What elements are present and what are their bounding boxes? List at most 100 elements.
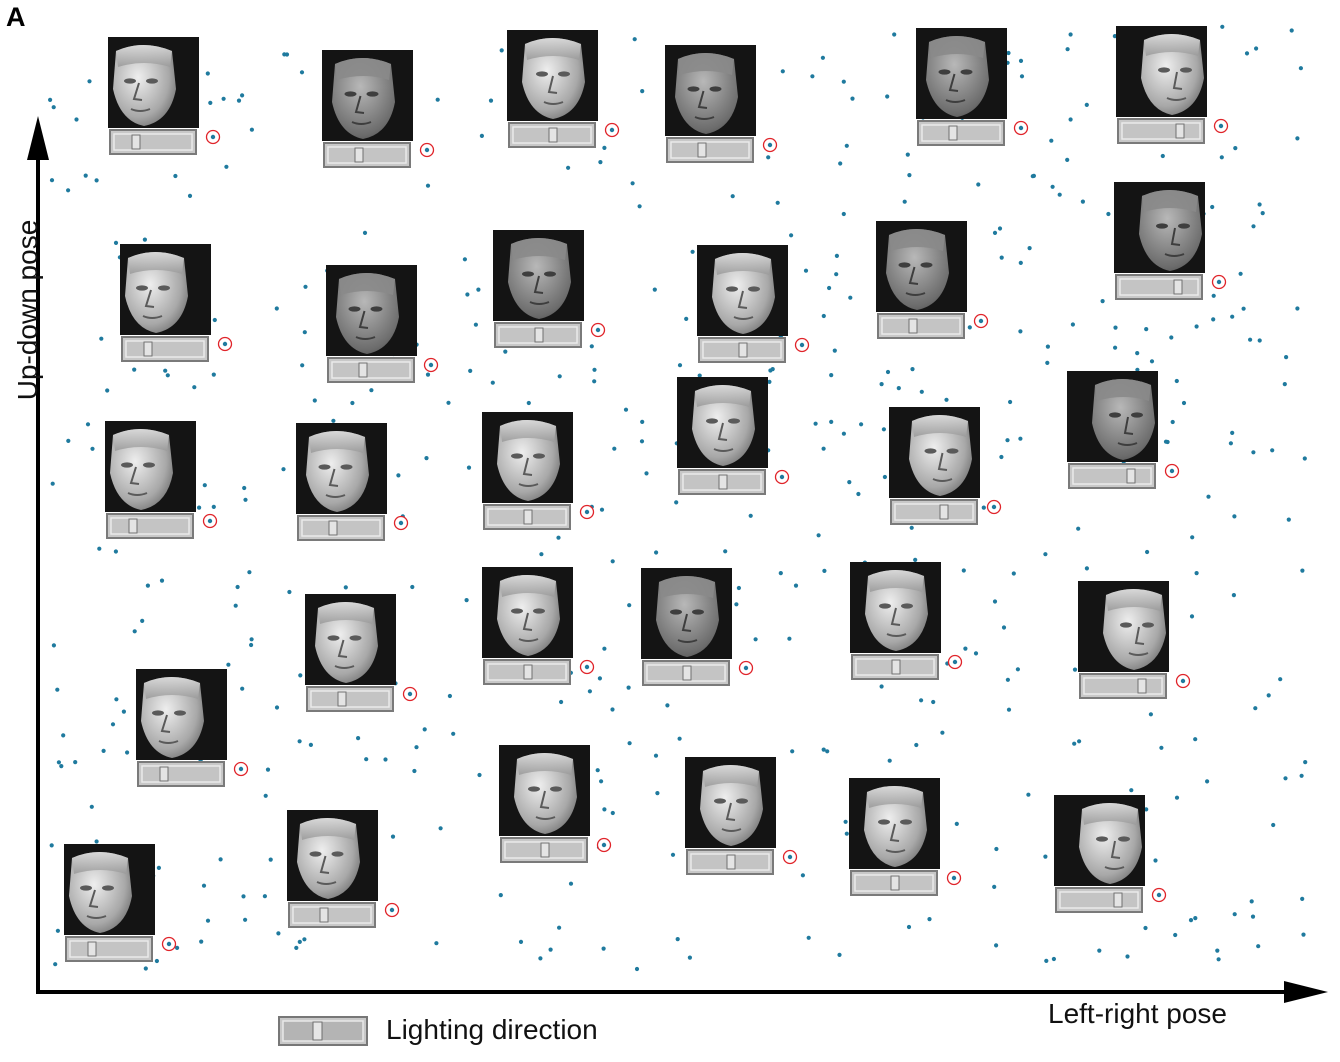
face-thumbnail (64, 844, 177, 962)
face-mouth (1117, 442, 1138, 446)
lighting-slider (137, 761, 225, 787)
data-point (50, 481, 55, 486)
data-point (734, 602, 739, 607)
data-point (825, 749, 830, 754)
face-eye (143, 462, 155, 468)
lighting-slider (109, 129, 197, 155)
data-point (599, 779, 604, 784)
data-point (294, 945, 299, 951)
data-point (992, 884, 997, 890)
data-point (821, 313, 826, 319)
data-point (1112, 34, 1117, 39)
data-point (55, 687, 60, 692)
data-point (66, 188, 71, 193)
face-thumbnails (64, 26, 1229, 962)
data-point (697, 373, 702, 378)
data-point (736, 585, 742, 591)
data-point (477, 772, 482, 778)
data-point (879, 684, 884, 689)
data-point (944, 397, 949, 402)
face-mouth (905, 292, 926, 296)
data-point (1160, 153, 1165, 159)
data-point (202, 483, 207, 488)
data-point (821, 446, 826, 451)
slider-inner (69, 940, 149, 958)
data-point (1244, 51, 1250, 56)
face-hair (318, 602, 374, 624)
slider-inner (881, 317, 961, 335)
data-point (640, 419, 645, 424)
data-point (1189, 614, 1195, 619)
data-point (684, 316, 689, 321)
face-mouth (932, 478, 953, 482)
data-point (687, 955, 693, 960)
data-point (1149, 359, 1155, 364)
lighting-slider (297, 515, 385, 541)
slider-inner (301, 519, 381, 537)
data-point (610, 707, 615, 712)
data-point (610, 559, 615, 564)
data-point (595, 768, 600, 773)
data-point (1206, 494, 1211, 499)
data-point (356, 736, 361, 741)
face-eye (124, 78, 136, 84)
data-point (730, 194, 735, 199)
data-point (121, 709, 126, 714)
data-point (907, 173, 912, 178)
data-point (132, 367, 137, 372)
data-point (364, 757, 369, 762)
slider-knob (131, 134, 141, 150)
data-point (242, 485, 247, 491)
data-point (674, 500, 679, 505)
data-point (451, 731, 456, 736)
data-point (598, 160, 603, 165)
face-head (865, 570, 928, 651)
data-point (243, 497, 248, 502)
data-point (302, 330, 307, 335)
data-point (602, 145, 607, 150)
data-point (848, 295, 853, 300)
data-point (829, 373, 834, 378)
data-point (1194, 324, 1199, 329)
face-head (522, 38, 585, 119)
data-point (954, 821, 959, 827)
data-point (1159, 745, 1164, 750)
data-point (837, 952, 842, 958)
face-eye (736, 798, 748, 804)
face-nose (1123, 416, 1134, 435)
face-nose (160, 714, 171, 733)
data-point (1295, 306, 1300, 311)
highlight-point (779, 474, 785, 480)
face-eye (1120, 622, 1132, 628)
slider-knob (891, 659, 901, 675)
data-point (53, 962, 58, 967)
face-eye (327, 635, 340, 641)
face-head (926, 36, 989, 117)
data-point (670, 852, 676, 857)
face-thumbnail (493, 230, 606, 348)
data-point (282, 52, 287, 57)
face-nose (948, 73, 959, 92)
highlight-point (210, 134, 216, 140)
face-mouth (1166, 97, 1187, 101)
data-point (919, 389, 924, 394)
face-thumbnail (105, 421, 218, 539)
face-eye (878, 819, 890, 825)
face-head (1141, 34, 1204, 115)
data-point (1193, 916, 1198, 921)
axes (27, 116, 1328, 1003)
slider-knob (697, 142, 707, 158)
slider-knob (1113, 892, 1123, 908)
data-point (1015, 667, 1021, 672)
data-point (110, 722, 116, 727)
data-point (1254, 46, 1259, 51)
data-point (843, 819, 848, 824)
data-point (1065, 157, 1070, 162)
data-point (1181, 400, 1187, 406)
data-point (1282, 382, 1287, 387)
lighting-slider (1079, 673, 1167, 699)
lighting-slider (500, 837, 588, 863)
data-point (790, 749, 795, 754)
slider-knob (939, 504, 949, 520)
data-point (396, 473, 401, 478)
